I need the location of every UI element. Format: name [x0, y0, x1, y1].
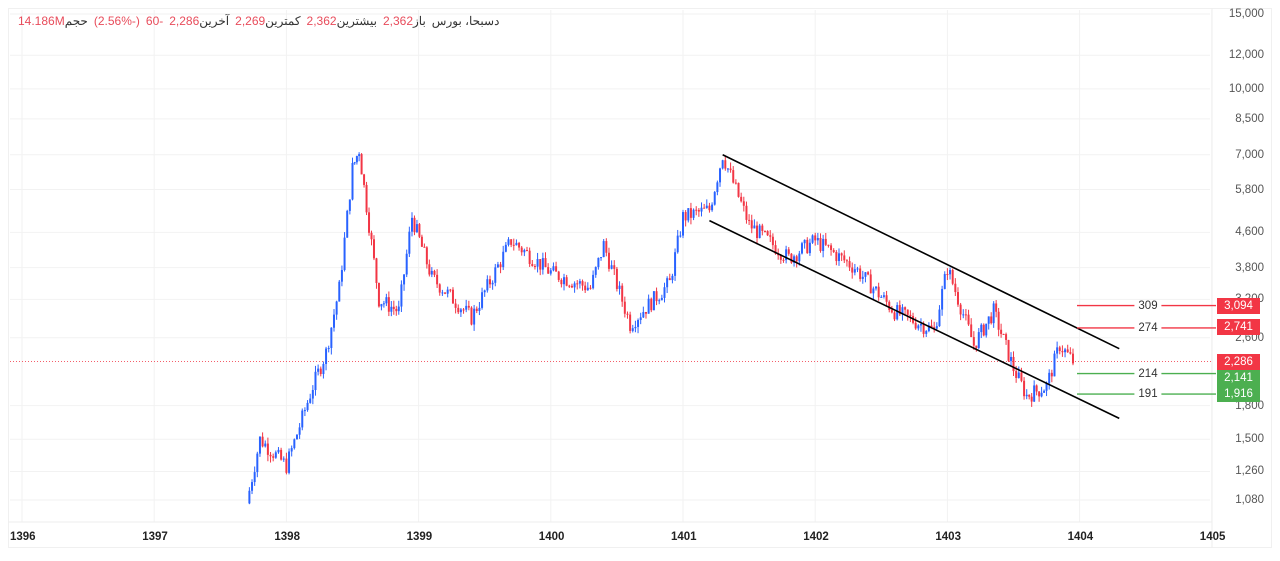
volume-label: حجم [64, 14, 88, 28]
price-tick: 10,000 [1228, 82, 1264, 95]
level-label: 214 [1134, 367, 1162, 380]
open-value: 2,362 [382, 14, 413, 28]
price-tick: 1,800 [1235, 399, 1264, 412]
ohlc-legend: دسبحا، بورس باز2,362 بیشترین2,362 کمترین… [18, 14, 499, 28]
time-tick: 1405 [1199, 531, 1226, 543]
time-tick: 1401 [671, 531, 697, 543]
chart-frame [8, 8, 1272, 548]
time-tick: 1397 [142, 531, 168, 543]
price-tick: 5,800 [1235, 183, 1264, 196]
price-tick: 1,260 [1235, 465, 1264, 478]
change-value: -60 [145, 14, 164, 28]
high-label: بیشترین [336, 14, 377, 28]
price-badge: 2,741 [1217, 319, 1260, 335]
price-tick: 8,500 [1235, 112, 1264, 125]
level-label: 274 [1134, 321, 1162, 334]
price-tick: 1,500 [1235, 433, 1264, 446]
price-badge: 2,286 [1217, 354, 1260, 370]
price-tick: 15,000 [1228, 8, 1264, 20]
time-tick: 1396 [10, 531, 36, 543]
close-label: آخرین [199, 14, 230, 28]
time-tick: 1403 [935, 531, 961, 543]
price-badge: 2,141 [1217, 370, 1260, 386]
price-badge: 3,094 [1217, 298, 1260, 314]
level-label: 191 [1134, 388, 1162, 401]
price-badge: 1,916 [1217, 386, 1260, 402]
price-tick: 4,600 [1235, 226, 1264, 239]
low-label: کمترین [265, 14, 301, 28]
time-tick: 1404 [1067, 531, 1094, 543]
price-tick: 3,800 [1235, 261, 1264, 274]
time-tick: 1399 [406, 531, 433, 543]
time-tick: 1400 [538, 531, 565, 543]
price-tick: 7,000 [1235, 148, 1264, 161]
time-tick: 1398 [274, 531, 300, 543]
change-percent: (-2.56%) [93, 14, 140, 28]
price-tick: 12,000 [1228, 49, 1264, 62]
level-label: 309 [1134, 299, 1162, 312]
symbol-name: دسبحا، بورس [431, 14, 500, 28]
price-tick: 1,080 [1235, 493, 1264, 506]
close-value: 2,286 [169, 14, 200, 28]
high-value: 2,362 [306, 14, 337, 28]
low-value: 2,269 [235, 14, 266, 28]
volume-value: 14.186M [18, 14, 65, 28]
time-tick: 1402 [803, 531, 829, 543]
open-label: باز [413, 14, 426, 28]
